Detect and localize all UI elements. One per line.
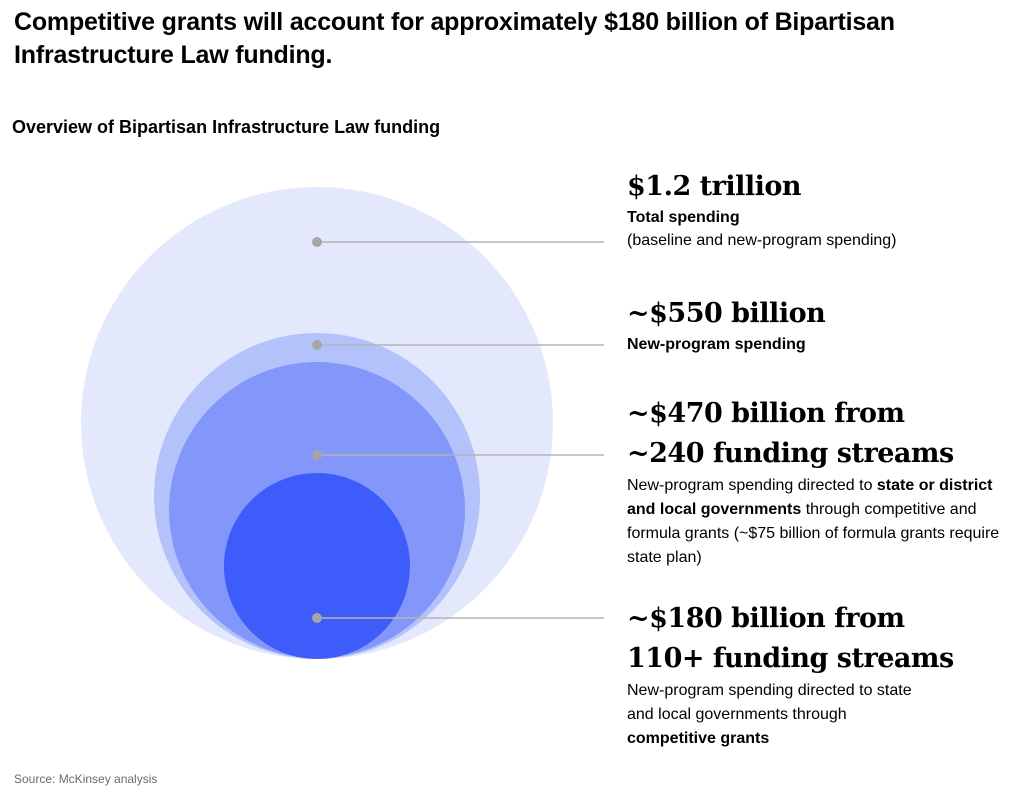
leader-dot-formula-and-competitive (312, 450, 322, 460)
headline: Competitive grants will account for appr… (14, 8, 895, 69)
state-local-desc-part1: New-program spending directed to (627, 477, 877, 494)
state-local-value-line2: ~240 funding streams (627, 438, 954, 469)
label-state-local-grants: ~$470 billion from ~240 funding streams … (627, 394, 1019, 570)
chart-subtitle: Overview of Bipartisan Infrastructure La… (12, 117, 441, 137)
competitive-description: New-program spending directed to state a… (627, 679, 927, 751)
state-local-value-line1: ~$470 billion from (627, 398, 905, 429)
total-spending-value: $1.2 trillion (627, 171, 802, 202)
source-note: Source: McKinsey analysis (14, 772, 158, 786)
label-competitive-grants: ~$180 billion from 110+ funding streams … (627, 599, 1019, 751)
bubble-competitive (224, 473, 410, 659)
state-local-desc-part2: through competitive and formula grants (… (627, 501, 1000, 566)
competitive-value-line1: ~$180 billion from (627, 603, 905, 634)
competitive-value-line2: 110+ funding streams (627, 643, 954, 674)
state-local-desc-emphasis: state or district and local governments (627, 477, 993, 518)
total-spending-title: Total spending (627, 209, 740, 226)
label-new-program-spending: ~$550 billion New-program spending (627, 294, 1019, 356)
leader-dot-total (312, 237, 322, 247)
new-program-title: New-program spending (627, 336, 806, 353)
leader-dot-new-program (312, 340, 322, 350)
competitive-desc-part1: New-program spending directed to state a… (627, 682, 912, 723)
total-spending-note: (baseline and new-program spending) (627, 232, 897, 249)
new-program-value: ~$550 billion (627, 298, 826, 329)
state-local-description: New-program spending directed to state o… (627, 474, 1019, 570)
competitive-desc-emphasis: competitive grants (627, 730, 770, 747)
label-total-spending: $1.2 trillion Total spending (baseline a… (627, 167, 1019, 253)
leader-dot-competitive (312, 613, 322, 623)
